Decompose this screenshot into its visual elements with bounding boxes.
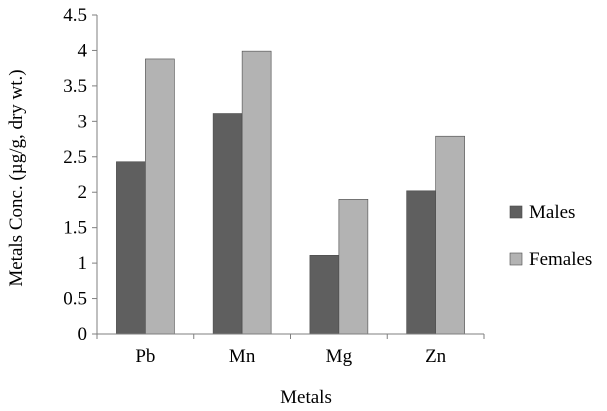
legend-swatch-females [509,252,523,266]
y-tick-label: 1.5 [63,218,87,239]
x-ticks: Pb Mn Mg Zn [96,334,485,367]
y-tick-label: 0.5 [63,289,87,310]
y-tick-label: 2 [78,182,88,203]
bar-females-zn [435,135,465,335]
y-tick-label: 3.5 [63,76,87,97]
legend-label-males: Males [529,202,575,223]
legend-swatch-males [509,205,523,219]
bars-layer [116,50,465,335]
bar-females-mn [241,50,272,335]
y-tick-label: 4.5 [63,5,87,26]
legend-label-females: Females [529,249,592,270]
x-tick-label: Pb [135,346,155,367]
legend: Males Females [509,202,592,270]
bar-males-mn [212,113,243,335]
y-tick-label: 4 [78,40,88,61]
y-tick-label: 3 [78,111,88,132]
y-ticks: 0 0.5 1 1.5 2 2.5 3 3.5 4 4.5 [63,5,97,345]
y-tick-label: 0 [78,324,88,345]
bar-females-pb [145,58,175,335]
x-axis-label: Metals [280,387,332,408]
x-tick-label: Mn [229,346,256,367]
y-tick-label: 1 [78,253,88,274]
bar-males-mg [309,255,340,335]
bar-males-zn [406,190,436,335]
y-axis-label: Metals Conc. (µg/g, dry wt.) [6,69,27,286]
bar-females-mg [338,199,369,335]
bar-males-pb [116,161,146,335]
x-tick-label: Zn [425,346,447,367]
x-tick-label: Mg [326,346,353,367]
y-tick-label: 2.5 [63,147,87,168]
